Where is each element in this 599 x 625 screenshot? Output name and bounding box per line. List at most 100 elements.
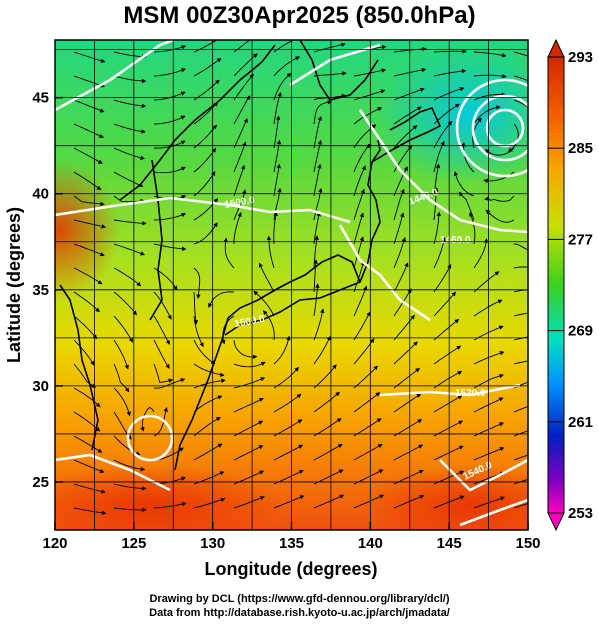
streamline (193, 57, 222, 77)
streamline (513, 312, 528, 317)
streamline (393, 367, 421, 389)
y-tick-label: 30 (32, 378, 49, 395)
streamline (313, 100, 333, 125)
streamline (393, 419, 423, 437)
streamline (433, 318, 460, 341)
streamline (513, 266, 528, 269)
streamline (313, 391, 340, 413)
streamline (233, 40, 251, 53)
streamline (273, 211, 278, 245)
streamline (273, 335, 291, 365)
streamline (273, 444, 304, 461)
streamline (233, 73, 254, 101)
streamline (233, 117, 248, 149)
x-axis-label: Longitude (degrees) (204, 559, 377, 579)
streamline (484, 147, 515, 156)
streamline (473, 92, 507, 101)
streamline (223, 237, 235, 269)
streamline (313, 42, 346, 53)
streamline (73, 147, 103, 164)
streamline (353, 188, 365, 221)
y-axis-ticks: 25 30 35 40 45 (32, 90, 63, 491)
streamline (113, 75, 147, 84)
streamline (273, 393, 302, 413)
streamline (313, 364, 337, 389)
streamline (393, 188, 405, 221)
streamline (233, 53, 258, 77)
streamline (73, 243, 105, 257)
streamline (73, 459, 105, 473)
x-tick-label: 125 (121, 535, 146, 552)
streamline (473, 496, 506, 509)
streamline (353, 443, 383, 461)
streamline (153, 291, 172, 320)
streamline (153, 407, 168, 437)
streamline (313, 259, 319, 293)
streamline (273, 72, 292, 101)
streamline (433, 211, 442, 245)
streamline (393, 237, 406, 269)
map-title: MSM 00Z30Apr2025 (850.0hPa) (123, 2, 476, 29)
streamline (353, 165, 366, 197)
streamline (513, 360, 528, 365)
streamline (253, 290, 275, 317)
streamline (140, 406, 155, 432)
x-tick-label: 135 (279, 535, 304, 552)
streamline (393, 314, 415, 341)
streamline (193, 79, 220, 101)
streamline (273, 419, 303, 437)
streamline (473, 373, 504, 389)
streamline (513, 51, 528, 57)
streamline (393, 262, 409, 293)
streamline (473, 105, 501, 125)
streamline (313, 163, 322, 197)
streamline (313, 494, 345, 509)
streamline (208, 291, 235, 308)
colorbar-label: 293 (568, 49, 593, 66)
streamline (73, 507, 107, 515)
streamline (113, 387, 131, 417)
streamline (313, 335, 331, 365)
streamline (273, 56, 301, 77)
streamline (153, 243, 187, 252)
streamline (353, 285, 368, 317)
colorbar: 293 285 277 269 261 253 (547, 38, 593, 532)
colorbar-label: 253 (568, 505, 593, 522)
streamline (473, 51, 507, 58)
streamline (153, 45, 187, 53)
svg-text:1460.0: 1460.0 (440, 235, 471, 246)
streamline (153, 68, 186, 77)
x-tick-label: 130 (200, 535, 225, 552)
streamline (233, 496, 265, 509)
streamline (193, 417, 221, 437)
streamline (353, 365, 379, 389)
streamline (193, 339, 216, 365)
svg-text:1520.0: 1520.0 (455, 388, 486, 399)
streamline (473, 299, 503, 317)
streamline (153, 339, 170, 369)
streamline (113, 315, 133, 343)
colorbar-label: 277 (568, 231, 593, 248)
streamline (353, 418, 382, 437)
streamline (233, 339, 258, 360)
streamline (113, 171, 144, 187)
streamline (433, 140, 445, 173)
y-tick-label: 25 (32, 474, 49, 491)
streamline (73, 195, 105, 207)
streamline (313, 71, 347, 77)
streamline (73, 219, 107, 229)
streamline (273, 495, 305, 509)
map-field: 1500.0 1440.0 1460.0 1520.0 1540.0 1500.… (55, 40, 528, 530)
streamline (473, 73, 507, 79)
streamline (433, 445, 464, 461)
streamline (73, 435, 103, 453)
streamline (353, 89, 386, 101)
streamline (193, 291, 199, 325)
colorbar-label: 261 (568, 414, 593, 431)
streamline (73, 315, 98, 340)
streamline (273, 163, 281, 197)
streamline (513, 503, 528, 509)
streamline (73, 171, 102, 191)
streamline (273, 115, 281, 149)
